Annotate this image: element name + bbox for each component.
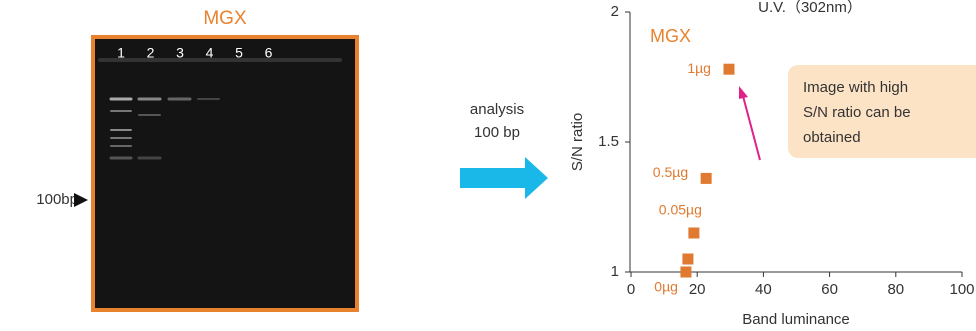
x-tick-label: 40 [755, 281, 772, 298]
arrow-text: 100 bp [474, 124, 520, 141]
callout-arrowhead [739, 86, 748, 99]
lane-label: 5 [235, 45, 243, 61]
marker-arrow [74, 193, 88, 207]
callout-text: obtained [803, 129, 861, 146]
process-arrow [460, 157, 548, 199]
point [723, 64, 734, 75]
point [680, 267, 691, 278]
callout-arrow [743, 96, 760, 160]
point [701, 173, 712, 184]
x-tick-label: 60 [821, 281, 838, 298]
x-axis-label: Band luminance [742, 311, 850, 328]
lane-label: 4 [206, 45, 214, 61]
point [682, 254, 693, 265]
gel-title: MGX [203, 8, 247, 29]
chart-annotation: MGX [650, 26, 691, 46]
callout-text: Image with high [803, 79, 908, 96]
x-tick-label: 100 [949, 281, 974, 298]
point-label: 0µg [654, 279, 678, 295]
point-label: 0.5µg [653, 164, 688, 180]
figure: MGX 100bp analysis 100 bp U.V.（302nm） Ba… [0, 0, 976, 331]
point [688, 228, 699, 239]
gel-marker-label: 100bp [36, 191, 78, 208]
chart-title: U.V.（302nm） [758, 0, 862, 16]
point-label: 0.05µg [659, 202, 702, 218]
gel-image [93, 37, 357, 310]
callout-text: S/N ratio can be [803, 104, 911, 121]
lane-label: 6 [265, 45, 273, 61]
x-tick-label: 80 [887, 281, 904, 298]
point-label: 1µg [687, 60, 711, 76]
y-tick-label: 1 [611, 263, 619, 280]
arrow-text: analysis [470, 101, 524, 118]
x-tick-label: 20 [689, 281, 706, 298]
y-axis-label: S/N ratio [569, 113, 586, 171]
y-tick-label: 2 [611, 3, 619, 20]
x-tick-label: 0 [627, 281, 635, 298]
lane-label: 1 [117, 45, 125, 61]
lane-label: 2 [147, 45, 155, 61]
y-tick-label: 1.5 [598, 133, 619, 150]
lane-label: 3 [176, 45, 184, 61]
